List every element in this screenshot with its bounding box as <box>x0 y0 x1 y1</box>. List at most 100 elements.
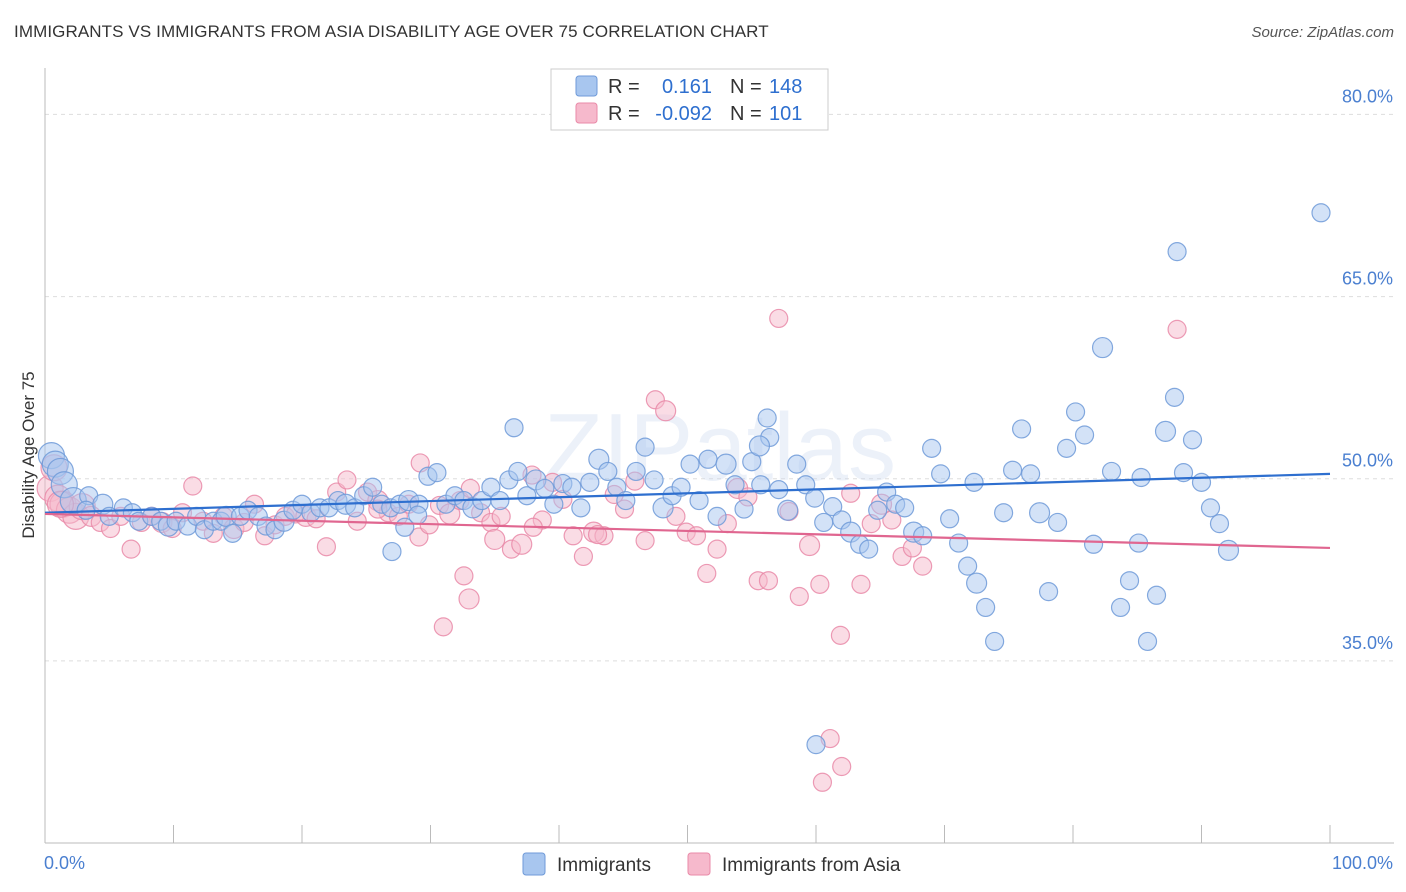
scatter-point <box>1311 203 1331 223</box>
scatter-point <box>680 454 700 474</box>
scatter-point <box>433 617 453 637</box>
scatter-point <box>544 494 564 514</box>
scatter-point <box>787 454 807 474</box>
y-tick-label: 65.0% <box>1342 269 1393 289</box>
x-tick-label: 0.0% <box>44 853 85 873</box>
scatter-point <box>958 556 978 576</box>
scatter-point <box>985 631 1005 652</box>
scatter-point <box>382 541 402 562</box>
scatter-point <box>571 498 591 518</box>
scatter-point <box>644 470 664 490</box>
scatter-point <box>1182 430 1203 450</box>
legend-swatch-immigrants <box>575 75 598 97</box>
legend-r-label: R = <box>608 103 640 125</box>
scatter-point <box>517 486 537 506</box>
bottom-legend-label-immigrants: Immigrants <box>557 855 651 876</box>
scatter-point <box>823 497 843 517</box>
scatter-point <box>223 523 243 543</box>
scatter-point <box>949 533 969 553</box>
scatter-point <box>748 435 771 457</box>
trend-line-immigrants-from-asia <box>44 512 1331 550</box>
scatter-point <box>1091 336 1114 359</box>
scatter-point <box>751 475 771 495</box>
scatter-point <box>895 498 915 518</box>
scatter-point <box>1137 631 1158 652</box>
scatter-point <box>689 490 709 511</box>
scatter-point <box>966 572 988 594</box>
scatter-point <box>913 526 933 546</box>
scatter-point <box>868 500 888 520</box>
series-immigrants <box>37 203 1331 755</box>
scatter-point <box>511 533 533 555</box>
scatter-point <box>1146 585 1167 605</box>
scatter-point <box>316 537 337 557</box>
scatter-point <box>707 506 727 526</box>
scatter-point <box>508 461 528 482</box>
scatter-point <box>806 735 826 755</box>
scatter-point <box>1110 597 1131 618</box>
scatter-point <box>686 526 707 546</box>
scatter-point <box>832 756 852 777</box>
scatter-point <box>976 597 996 618</box>
scatter-point <box>1056 438 1077 458</box>
legend-n-value: 148 <box>769 76 802 98</box>
scatter-point <box>697 563 717 584</box>
scatter-point <box>698 449 718 469</box>
scatter-point <box>671 477 691 497</box>
legend-swatch-immigrants-from-asia <box>575 102 598 124</box>
scatter-point <box>337 470 357 490</box>
scatter-point <box>830 625 851 645</box>
x-tick-labels: 0.0% 100.0% <box>44 853 1393 873</box>
scatter-point <box>635 437 655 457</box>
legend-r-value: -0.092 <box>655 103 712 125</box>
scatter-point <box>798 534 821 557</box>
legend-n-label: N = <box>730 103 762 125</box>
bottom-legend-label-immigrants-from-asia: Immigrants from Asia <box>722 855 901 876</box>
scatter-point <box>427 463 447 483</box>
scatter-point <box>841 483 861 503</box>
source-note: Source: ZipAtlas.com <box>1251 24 1394 41</box>
scatter-point <box>1209 514 1230 534</box>
scatter-point <box>1047 512 1068 533</box>
legend-n-label: N = <box>730 76 762 98</box>
scatter-point <box>1217 539 1240 561</box>
scatter-point <box>1028 502 1051 524</box>
legend-r-label: R = <box>608 76 640 98</box>
scatter-point <box>725 475 745 495</box>
scatter-point <box>635 531 655 551</box>
scatter-point <box>810 574 830 594</box>
scatter-point <box>1065 402 1086 422</box>
scatter-point <box>598 461 618 482</box>
legend-n-value: 101 <box>769 103 802 125</box>
scatter-point <box>1011 419 1032 439</box>
scatter-point <box>851 574 871 594</box>
scatter-point <box>363 477 383 497</box>
y-tick-label: 50.0% <box>1342 451 1393 471</box>
chart-title: IMMIGRANTS VS IMMIGRANTS FROM ASIA DISAB… <box>14 22 769 41</box>
scatter-point <box>922 438 942 458</box>
scatter-point <box>1200 498 1221 518</box>
scatter-point <box>1020 464 1041 484</box>
scatter-point <box>1154 420 1177 442</box>
scatter-point <box>484 528 506 551</box>
scatter-point <box>769 308 789 329</box>
scatter-point <box>1038 582 1059 602</box>
scatter-point <box>454 566 474 586</box>
scatter-point <box>183 476 203 496</box>
x-tick-label: 100.0% <box>1332 853 1393 873</box>
scatter-point <box>789 586 809 607</box>
grid-lines <box>45 113 1394 662</box>
scatter-point <box>1074 425 1095 445</box>
scatter-point <box>812 772 833 792</box>
scatter-point <box>535 478 555 499</box>
legend-r-value: 0.161 <box>662 76 712 98</box>
scatter-point <box>964 472 984 492</box>
scatter-point <box>562 477 582 497</box>
scatter-point <box>940 509 960 529</box>
y-tick-labels: 35.0% 50.0% 65.0% 80.0% <box>1342 86 1393 652</box>
scatter-point <box>757 408 777 428</box>
scatter-point <box>408 505 428 525</box>
scatter-point <box>994 503 1014 523</box>
scatter-point <box>777 499 799 521</box>
